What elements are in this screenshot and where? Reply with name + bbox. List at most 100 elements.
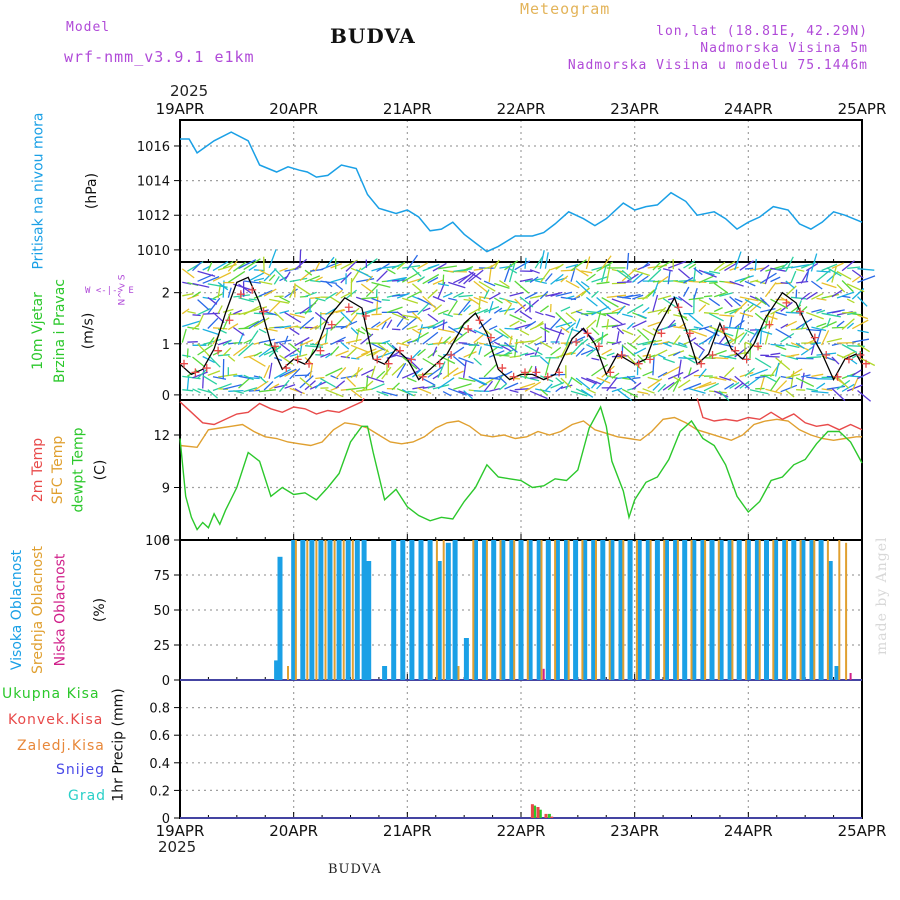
wind-arrow	[642, 328, 656, 337]
wind-arrow	[626, 322, 635, 330]
wind-arrow	[314, 319, 328, 331]
wind-arrow	[289, 327, 300, 336]
wind-arrow	[565, 377, 573, 390]
wind-arrow	[197, 343, 211, 357]
wind-arrow	[488, 350, 505, 358]
y-tick-label: 1014	[137, 175, 170, 190]
mid-cloud-bar	[595, 540, 597, 680]
wind-gust-marker	[498, 364, 507, 373]
mid-cloud-bar	[333, 540, 336, 680]
wind-arrow	[775, 357, 791, 371]
high-cloud-bar	[382, 666, 388, 680]
wind-arrow	[739, 275, 751, 283]
wind-arrow	[412, 331, 429, 343]
wind-arrow	[422, 273, 440, 285]
wind-gust-marker	[486, 333, 495, 342]
wind-arrow	[591, 306, 610, 316]
wind-arrow	[335, 309, 346, 314]
wind-gust-marker	[395, 346, 404, 355]
y-tick-label: 50	[153, 604, 170, 619]
date-label-top: 24APR	[724, 100, 773, 118]
wind-arrow	[749, 279, 759, 283]
wind-arrow	[545, 313, 556, 318]
wind-arrow	[386, 277, 407, 282]
wind-arrow	[417, 348, 426, 357]
wind-arrow	[555, 328, 563, 344]
mid-cloud-bar	[287, 666, 289, 680]
wind-arrow	[488, 301, 494, 314]
wind-arrow	[657, 295, 672, 301]
wind-arrow	[785, 389, 795, 398]
wind-arrow	[831, 387, 846, 402]
wind-arrow	[534, 366, 537, 376]
wind-arrow	[816, 309, 826, 314]
wind-arrow	[437, 265, 457, 270]
panel-frame-precip	[179, 679, 863, 819]
wind-arrow	[391, 362, 405, 376]
mid-cloud-bar	[826, 540, 829, 680]
wind-arrow	[805, 268, 810, 282]
wind-arrow	[816, 297, 827, 301]
wind-arrow	[504, 370, 513, 377]
wind-arrow	[427, 319, 444, 330]
wind-arrow	[703, 382, 719, 392]
high-cloud-bar	[809, 540, 815, 680]
wind-arrow	[340, 311, 353, 324]
wind-arrow	[248, 317, 265, 329]
wind-arrow	[632, 269, 650, 277]
wind-arrow	[197, 388, 212, 394]
wind-arrow	[544, 356, 552, 376]
wind-arrow	[187, 341, 198, 343]
date-label-top: 19APR	[156, 100, 205, 118]
wind-arrow	[514, 304, 527, 314]
wind-arrow	[529, 335, 543, 345]
temp2m-line-late	[696, 398, 863, 431]
wind-gust-marker	[862, 359, 870, 368]
wind-arrow	[320, 352, 331, 358]
wind-arrow	[197, 344, 214, 356]
precip-unit: 1hr Precip (mm)	[110, 688, 127, 802]
wind-gust-marker	[572, 337, 581, 346]
wind-arrow	[652, 280, 660, 297]
wind-arrow	[601, 348, 613, 356]
y-tick-label: 9	[162, 482, 170, 497]
wind-gust-marker	[646, 355, 655, 364]
wind-arrow	[268, 343, 279, 353]
wind-arrow	[585, 296, 598, 307]
wind-arrow	[268, 274, 276, 282]
y-tick-label: 0	[162, 812, 170, 827]
wind-arrow	[314, 276, 323, 282]
wind-arrow	[335, 380, 346, 389]
wind-arrow	[534, 311, 544, 316]
wind-arrow	[688, 329, 708, 338]
wind-arrow	[749, 389, 769, 395]
wind-arrow	[437, 282, 449, 287]
high-cloud-bar	[509, 540, 515, 680]
wind-arrow	[616, 331, 620, 343]
low-cloud-bar	[542, 668, 545, 680]
wind-arrow	[524, 352, 535, 356]
wind-compass: W <-|-> E	[85, 286, 134, 296]
wind-arrow	[539, 388, 549, 396]
wind-arrow	[453, 313, 463, 316]
wind-arrow	[811, 293, 824, 300]
wind-arrow	[371, 267, 382, 272]
wind-arrow	[795, 342, 805, 349]
wind-arrow	[734, 251, 742, 271]
wind-arrow	[560, 306, 571, 312]
wind-arrow	[494, 282, 510, 289]
wind-arrow	[371, 321, 381, 329]
wind-arrow	[325, 292, 337, 301]
wind-arrow	[769, 376, 781, 392]
wind-arrow	[289, 387, 305, 395]
wind-gust-marker	[685, 329, 694, 338]
wind-arrow	[248, 272, 265, 282]
wind-arrow	[192, 356, 205, 368]
wind-arrow	[197, 270, 216, 277]
wind-arrow	[371, 383, 385, 390]
wind-arrow	[529, 390, 548, 400]
wind-arrow	[182, 354, 191, 358]
wind-arrow	[284, 311, 302, 324]
wind-arrow	[381, 339, 391, 345]
wind-arrow	[227, 355, 236, 362]
